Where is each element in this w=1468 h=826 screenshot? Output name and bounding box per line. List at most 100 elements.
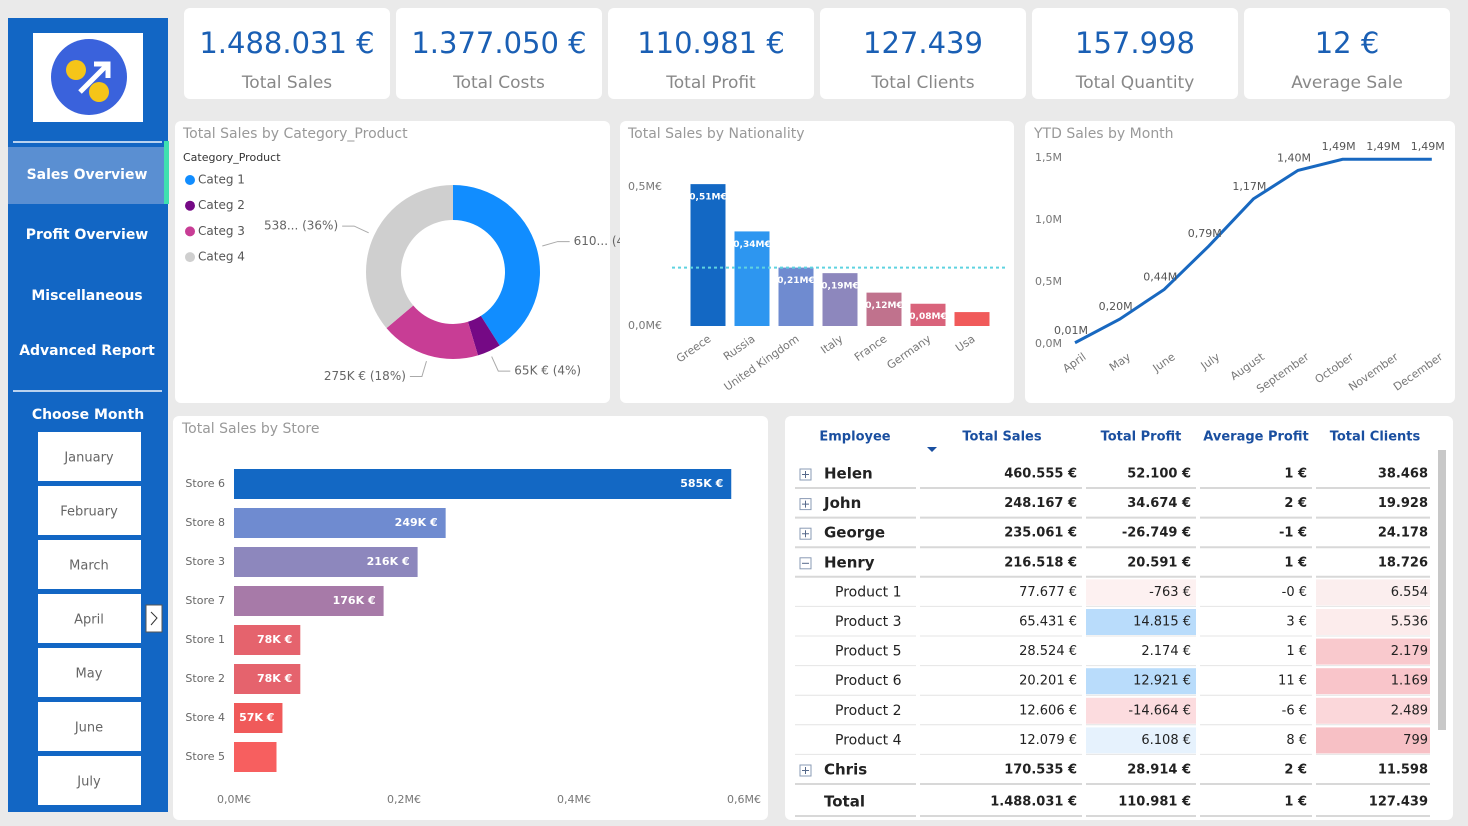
- table-cell: 38.468: [1378, 467, 1428, 482]
- nav-item[interactable]: Profit Overview: [26, 227, 149, 243]
- table-cell: -6 €: [1282, 703, 1307, 718]
- cell-background: [1316, 727, 1430, 754]
- column-header[interactable]: Average Profit: [1203, 430, 1308, 445]
- nav-item[interactable]: Sales Overview: [27, 167, 148, 183]
- expand-icon: [802, 471, 809, 478]
- legend-label: Categ 1: [198, 173, 245, 187]
- y-tick-label: 1,0M: [1035, 213, 1062, 226]
- data-label: 65K € (4%): [514, 364, 581, 378]
- cell-background: [1316, 638, 1430, 665]
- month-label: January: [63, 451, 114, 466]
- data-label: 249K €: [395, 516, 438, 529]
- table-cell: 110.981 €: [1118, 795, 1191, 810]
- table-cell: 460.555 €: [1004, 467, 1077, 482]
- cell-background: [920, 609, 1082, 635]
- nav-active[interactable]: [8, 147, 165, 204]
- donut-slice: [386, 305, 478, 359]
- data-label: 0,01M: [1054, 324, 1088, 337]
- cell-background: [1086, 638, 1196, 665]
- expand-icon: [802, 500, 809, 508]
- leader-line: [491, 356, 511, 372]
- kpi-value: 157.998: [1075, 26, 1195, 60]
- month-button[interactable]: [38, 756, 141, 805]
- cell-background: [1316, 697, 1430, 724]
- table-cell: 5.536: [1391, 615, 1428, 630]
- data-label: 0,08M€: [909, 312, 946, 322]
- panel: [608, 8, 814, 99]
- bar: [234, 742, 277, 772]
- panel: [1244, 8, 1450, 99]
- data-label: 0,12M€: [865, 301, 902, 311]
- data-label: 1,49M: [1411, 140, 1445, 153]
- month-button[interactable]: [38, 432, 141, 481]
- kpi-label: Total Sales: [241, 73, 332, 93]
- kpi-value: 1.377.050 €: [411, 26, 586, 60]
- month-button[interactable]: [38, 540, 141, 589]
- row-label: Total: [824, 793, 865, 811]
- legend-marker: [185, 226, 195, 237]
- column-header[interactable]: Total Profit: [1101, 430, 1182, 445]
- bar: [954, 312, 990, 326]
- kpi-label: Average Sale: [1291, 73, 1403, 93]
- chart-title: Total Sales by Store: [181, 421, 319, 437]
- table-cell: 248.167 €: [1004, 496, 1077, 511]
- row-label: Product 4: [835, 732, 902, 748]
- month-button[interactable]: [38, 594, 141, 643]
- table-cell: 20.591 €: [1127, 555, 1191, 570]
- row-label: John: [823, 494, 861, 512]
- scroll-arrow[interactable]: [145, 604, 163, 633]
- table-cell: 11.598: [1378, 763, 1428, 778]
- logo-coin: [89, 82, 109, 102]
- table-cell: 1 €: [1284, 795, 1307, 810]
- month-button[interactable]: [38, 486, 141, 535]
- table-cell: 2.174 €: [1141, 644, 1191, 659]
- row-label: Helen: [824, 465, 873, 483]
- y-tick-label: Store 7: [185, 594, 225, 607]
- table-cell: 11 €: [1278, 674, 1307, 689]
- kpi-value: 12 €: [1315, 26, 1380, 60]
- column-header[interactable]: Total Clients: [1330, 430, 1421, 445]
- y-tick-label: Store 2: [185, 672, 225, 685]
- cell-background: [1086, 579, 1196, 606]
- legend-label: Categ 2: [198, 198, 245, 212]
- y-tick-label: Store 6: [185, 477, 225, 490]
- table-cell: 20.201 €: [1019, 674, 1077, 689]
- kpi-value: 1.488.031 €: [199, 26, 374, 60]
- table-cell: 12.921 €: [1133, 674, 1191, 689]
- leader-line: [342, 225, 369, 234]
- column-header[interactable]: Total Sales: [962, 430, 1041, 445]
- nav-item[interactable]: Advanced Report: [19, 343, 155, 359]
- column-header[interactable]: Employee: [819, 430, 890, 445]
- y-tick-label: Store 5: [185, 750, 225, 763]
- cell-background: [1200, 638, 1312, 665]
- sort-icon: [927, 447, 937, 452]
- data-label: 0,21M€: [777, 276, 814, 286]
- data-label: 1,40M: [1277, 151, 1311, 164]
- row-label: Chris: [824, 761, 867, 779]
- data-label: 0,19M€: [821, 282, 858, 292]
- month-button[interactable]: [38, 702, 141, 751]
- data-label: 585K €: [680, 477, 723, 490]
- leader-line: [409, 360, 427, 377]
- panel: [184, 8, 390, 99]
- table-cell: -763 €: [1149, 585, 1191, 600]
- month-button[interactable]: [38, 648, 141, 697]
- table-cell: 1 €: [1284, 467, 1307, 482]
- cell-background: [920, 727, 1082, 754]
- table-cell: -1 €: [1279, 526, 1307, 541]
- chart-title: Total Sales by Nationality: [627, 126, 804, 142]
- cell-background: [1086, 727, 1196, 754]
- row-label: Product 6: [835, 673, 902, 689]
- legend-marker: [185, 200, 195, 211]
- nav-item[interactable]: Miscellaneous: [31, 288, 142, 304]
- row-label: Product 3: [835, 614, 902, 630]
- table-cell: 14.815 €: [1133, 615, 1191, 630]
- data-label: 0,79M: [1188, 227, 1222, 240]
- table-cell: -0 €: [1282, 585, 1307, 600]
- legend-marker: [185, 252, 195, 263]
- table-cell: 2.179: [1391, 644, 1428, 659]
- x-tick-label: 0,0M€: [217, 793, 251, 806]
- row-label: Product 2: [835, 703, 902, 719]
- data-label: 0,44M: [1143, 270, 1177, 283]
